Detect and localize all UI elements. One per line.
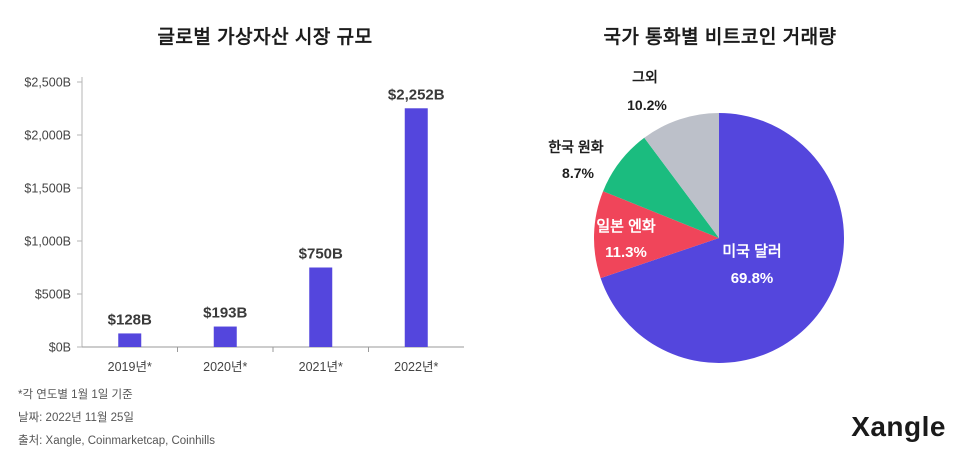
pie-slice-value: 11.3% [605,244,647,261]
y-tick-label: $2,500B [24,76,71,90]
pie-slice [594,191,719,279]
x-tick-label: 2020년* [203,360,247,374]
footnotes: *각 연도별 1월 1일 기준 날짜: 2022년 11월 25일 출처: Xa… [18,384,215,453]
x-tick-label: 2019년* [108,360,152,374]
footnote-source: 출처: Xangle, Coinmarketcap, Coinhills [18,435,215,447]
x-tick-label: 2021년* [299,360,343,374]
bar-value-label: $193B [203,305,247,322]
pie-slice-label: 그외 [632,69,658,85]
pie-slice-label: 일본 엔화 [596,218,656,235]
pie-slice [644,113,719,238]
bar [213,326,237,347]
pie-slice [603,137,719,238]
footnote-date: 날짜: 2022년 11월 25일 [18,412,134,424]
bar-chart-title: 글로벌 가상자산 시장 규모 [157,27,373,48]
pie-chart-title: 국가 통화별 비트코인 거래량 [603,27,837,48]
pie-slice-label: 한국 원화 [548,139,604,155]
y-tick-label: $500B [35,288,71,302]
footnote-basis: *각 연도별 1월 1일 기준 [18,389,133,401]
y-tick-label: $2,000B [24,129,71,143]
xangle-logo: Xangle [851,411,946,442]
y-tick-label: $1,000B [24,235,71,249]
bar [118,333,142,347]
pie-slice [600,113,845,364]
y-tick-label: $0B [49,341,71,355]
y-tick-label: $1,500B [24,182,71,196]
pie-slice-value: 69.8% [731,270,774,287]
x-tick-label: 2022년* [394,360,438,374]
pie-slice-label: 미국 달러 [722,242,781,260]
pie-slice-value: 8.7% [562,165,594,181]
bar-value-label: $750B [299,246,343,263]
bar-value-label: $128B [108,311,152,328]
bar [309,267,333,347]
pie-chart: 미국 달러 69.8% 일본 엔화 11.3% 한국 원화 8.7% 그외 10.2% [548,69,845,364]
bar-chart: $0B $500B $1,000B $1,500B $2,000B $2,500B $128… [24,76,464,374]
bar-value-label: $2,252B [388,86,445,103]
bar [404,108,428,348]
pie-slice-value: 10.2% [627,97,667,113]
